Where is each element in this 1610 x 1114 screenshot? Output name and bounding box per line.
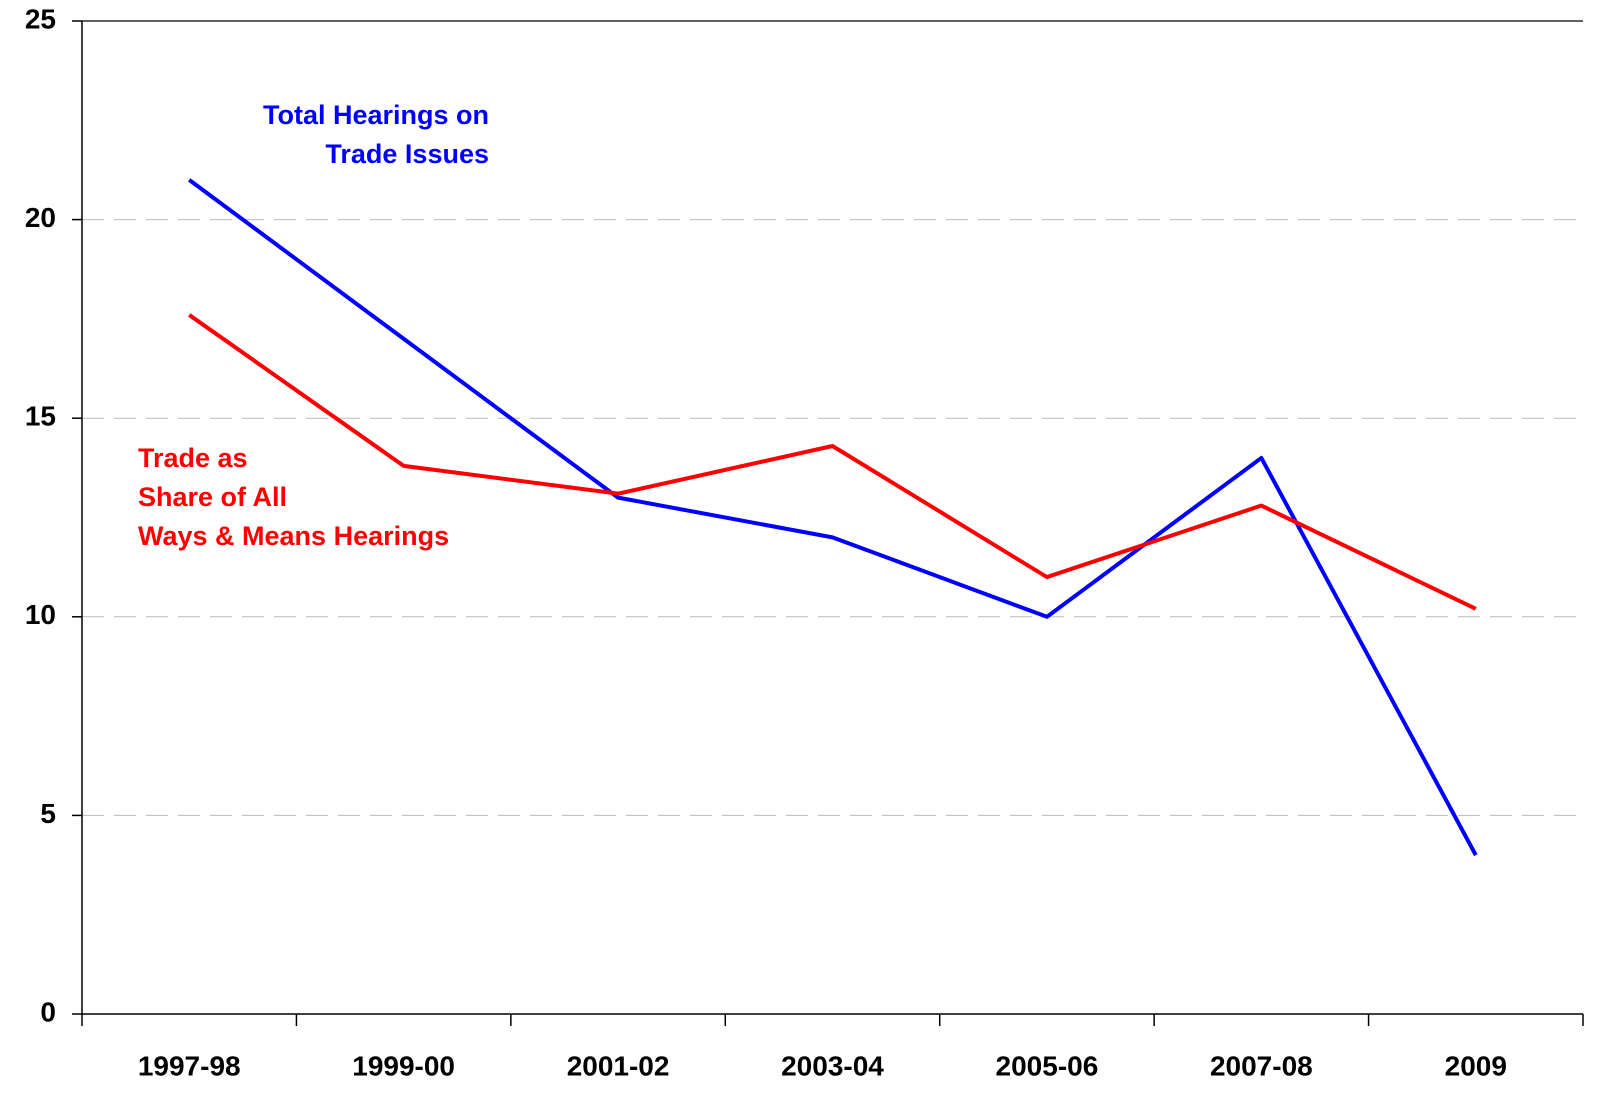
x-tick-label: 2003-04: [781, 1050, 884, 1081]
series-line: [188, 178, 1478, 857]
x-tick-label: 1997-98: [138, 1050, 241, 1081]
x-tick-label: 2001-02: [567, 1050, 670, 1081]
y-tick-label: 25: [25, 3, 56, 34]
y-tick-label: 10: [25, 599, 56, 630]
y-tick-label: 15: [25, 401, 56, 432]
y-tick-label: 20: [25, 202, 56, 233]
x-tick-label: 1999-00: [352, 1050, 455, 1081]
series-line: [188, 313, 1477, 611]
y-tick-label: 0: [40, 996, 56, 1027]
series-label: Total Hearings on Trade Issues: [262, 100, 489, 169]
x-tick-label: 2009: [1445, 1050, 1507, 1081]
x-tick-label: 2007-08: [1210, 1050, 1313, 1081]
y-tick-label: 5: [40, 798, 56, 829]
series-label: Trade as Share of All Ways & Means Heari…: [138, 443, 450, 551]
x-tick-label: 2005-06: [996, 1050, 1099, 1081]
